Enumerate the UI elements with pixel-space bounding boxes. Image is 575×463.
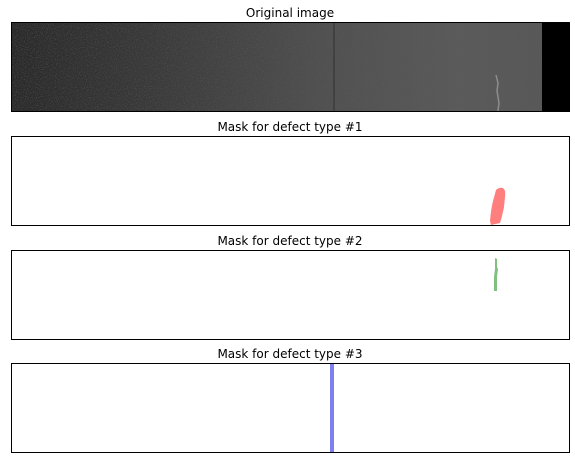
mask-1-svg [12, 137, 569, 225]
mask-panel-1 [11, 136, 570, 226]
steel-surface-photo [12, 23, 569, 111]
defect-1-region [490, 188, 505, 225]
panel-title-mask-3: Mask for defect type #3 [11, 347, 569, 361]
mask-panel-3 [11, 363, 570, 453]
mask-panel-2 [11, 250, 570, 340]
defect-3-region [330, 364, 334, 452]
panel-title-mask-1: Mask for defect type #1 [11, 120, 569, 134]
defect-2-region [494, 258, 498, 291]
panel-title-original: Original image [11, 6, 569, 20]
original-image-panel [11, 22, 570, 112]
mask-3-svg [12, 364, 569, 452]
panel-title-mask-2: Mask for defect type #2 [11, 234, 569, 248]
mask-2-svg [12, 251, 569, 339]
